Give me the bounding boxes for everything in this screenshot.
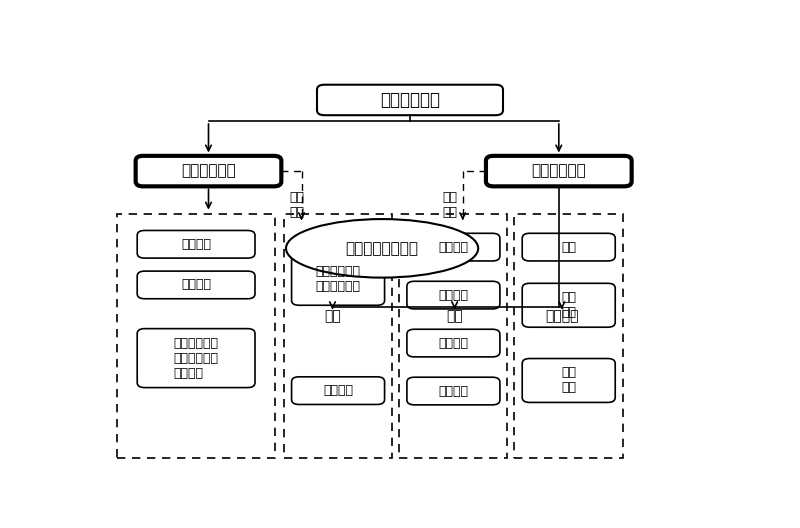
FancyBboxPatch shape [522, 233, 615, 261]
Text: 匀速: 匀速 [562, 241, 576, 253]
FancyBboxPatch shape [291, 377, 385, 404]
Bar [283, 214, 392, 458]
Text: 行驶状态: 行驶状态 [545, 309, 578, 323]
FancyBboxPatch shape [407, 233, 500, 261]
FancyBboxPatch shape [291, 252, 385, 305]
Text: 垂直向右: 垂直向右 [438, 384, 469, 398]
FancyBboxPatch shape [138, 328, 255, 388]
Text: 垂直向左: 垂直向左 [438, 336, 469, 350]
FancyBboxPatch shape [522, 359, 615, 402]
Text: 平行异向: 平行异向 [438, 289, 469, 301]
Text: 静止的车辆：
故障车辆、停
靠的车辆: 静止的车辆： 故障车辆、停 靠的车辆 [174, 337, 218, 380]
Text: 有机
组合: 有机 组合 [290, 191, 305, 219]
FancyBboxPatch shape [407, 281, 500, 309]
Text: 突然
加速: 突然 加速 [562, 366, 576, 394]
Text: 交通实体: 交通实体 [181, 278, 211, 291]
FancyBboxPatch shape [136, 156, 282, 186]
FancyBboxPatch shape [317, 84, 503, 115]
FancyBboxPatch shape [138, 271, 255, 299]
Text: 施工设施: 施工设施 [181, 238, 211, 251]
Bar [399, 214, 507, 458]
Text: 平行同向: 平行同向 [438, 241, 469, 253]
Text: 静态避障行为: 静态避障行为 [181, 164, 236, 178]
Text: 常见避障行为: 常见避障行为 [380, 91, 440, 109]
Text: 机动车辆: 机动车辆 [323, 384, 353, 397]
FancyBboxPatch shape [138, 230, 255, 258]
FancyBboxPatch shape [486, 156, 632, 186]
Text: 对象: 对象 [324, 309, 341, 323]
Text: 非机动车辆：
行人，自行车: 非机动车辆： 行人，自行车 [315, 265, 361, 293]
Text: 动静结合避障行为: 动静结合避障行为 [346, 241, 418, 256]
Text: 方向: 方向 [446, 309, 463, 323]
Bar [118, 214, 275, 458]
FancyBboxPatch shape [522, 284, 615, 327]
Text: 动态避障行为: 动态避障行为 [531, 164, 586, 178]
Ellipse shape [286, 219, 478, 278]
FancyBboxPatch shape [407, 329, 500, 357]
Text: 有机
组合: 有机 组合 [443, 191, 458, 219]
FancyBboxPatch shape [407, 377, 500, 405]
Bar [514, 214, 622, 458]
Text: 突然
停车: 突然 停车 [562, 291, 576, 319]
